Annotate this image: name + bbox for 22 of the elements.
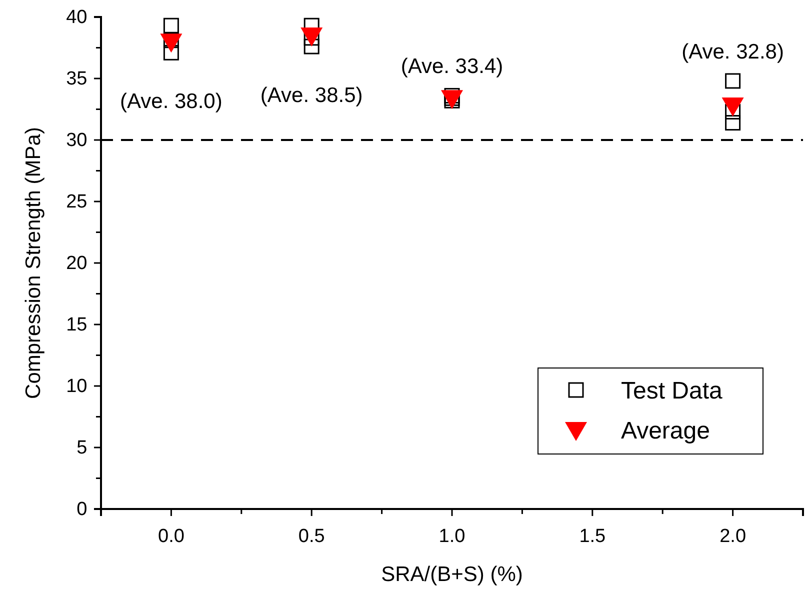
y-tick-label: 30 (66, 130, 88, 152)
x-tick-label: 2.0 (720, 526, 746, 547)
y-tick-label: 5 (76, 438, 88, 459)
annotation: (Ave. 32.8) (682, 40, 784, 64)
legend-label: Test Data (621, 377, 724, 404)
legend-label: Average (621, 417, 710, 444)
annotation: (Ave. 38.0) (120, 90, 222, 114)
x-tick-label: 1.0 (438, 526, 466, 547)
x-tick-label: 0.0 (158, 526, 184, 547)
y-tick-label: 10 (66, 376, 88, 398)
x-tick-label: 0.5 (298, 526, 325, 547)
y-tick-label: 40 (66, 7, 88, 28)
annotation: (Ave. 33.4) (400, 55, 504, 78)
x-tick-label: 1.5 (579, 526, 606, 547)
y-tick-label: 35 (66, 68, 88, 90)
annotation: (Ave. 38.5) (260, 84, 363, 107)
x-axis-title: SRA/(B+S) (%) (381, 563, 523, 586)
y-tick-label: 20 (66, 253, 88, 274)
y-axis-title: Compression Strength (MPa) (22, 127, 45, 399)
y-tick-label: 0 (76, 499, 88, 520)
y-tick-label: 15 (66, 314, 88, 336)
y-tick-label: 25 (66, 192, 88, 213)
